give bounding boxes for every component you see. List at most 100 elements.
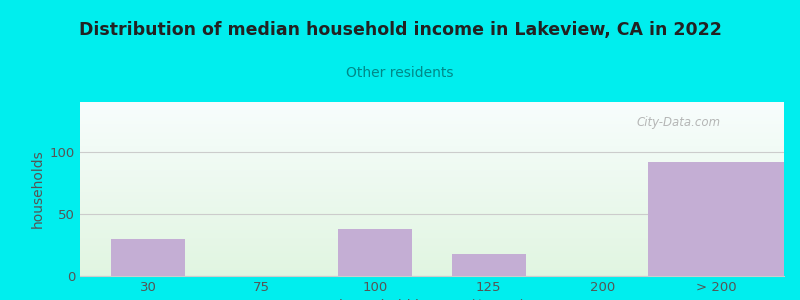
Bar [80,240,784,241]
Bar [80,262,784,263]
Bar [80,107,784,108]
Bar [80,257,784,258]
Bar [80,152,784,153]
Bar [80,154,784,155]
Bar [80,164,784,165]
Bar [80,250,784,251]
Bar [80,202,784,203]
Bar [80,189,784,190]
Bar [80,159,784,160]
Bar [80,128,784,129]
Bar [80,265,784,266]
Bar [80,206,784,207]
X-axis label: household income ($1000): household income ($1000) [339,299,525,300]
Bar [80,114,784,115]
Bar [80,170,784,171]
Bar [80,210,784,211]
Bar [80,106,784,107]
Bar [80,203,784,204]
Bar [80,268,784,269]
Bar [80,241,784,242]
Bar [80,119,784,120]
Bar [648,162,784,276]
Bar [80,204,784,205]
Bar [80,173,784,174]
Bar [80,137,784,138]
Bar [80,259,784,260]
Bar [80,174,784,175]
Bar [80,136,784,137]
Bar [80,126,784,127]
Bar [80,108,784,109]
Bar [80,193,784,194]
Bar [80,253,784,254]
Bar [80,129,784,130]
Bar [80,104,784,105]
Bar [80,223,784,224]
Bar [80,245,784,246]
Bar [80,239,784,240]
Bar [80,230,784,231]
Bar [80,194,784,195]
Bar [80,224,784,225]
Bar [80,270,784,271]
Bar [80,233,784,234]
Bar [80,255,784,256]
Bar [80,142,784,143]
Bar [80,260,784,261]
Bar [80,131,784,132]
Bar [80,269,784,270]
Bar [80,242,784,243]
Bar [80,190,784,191]
Bar [80,244,784,245]
Bar [80,231,784,232]
Bar [80,145,784,146]
Bar [80,169,784,170]
Bar [80,256,784,257]
Bar [80,208,784,209]
Bar [80,275,784,276]
Bar [338,229,412,276]
Bar [80,215,784,216]
Bar [80,181,784,182]
Bar [80,237,784,238]
Bar [80,274,784,275]
Bar [80,229,784,230]
Text: Other residents: Other residents [346,66,454,80]
Bar [80,133,784,134]
Bar [80,122,784,123]
Bar [80,132,784,133]
Bar [80,267,784,268]
Bar [80,228,784,229]
Bar [80,149,784,150]
Bar [80,184,784,185]
Bar [80,177,784,178]
Bar [80,134,784,135]
Bar [80,186,784,187]
Bar [80,271,784,272]
Text: City-Data.com: City-Data.com [636,116,721,129]
Bar [80,235,784,236]
Bar [80,227,784,228]
Bar [80,272,784,273]
Bar [80,161,784,162]
Bar [80,221,784,222]
Bar [80,188,784,189]
Bar [80,102,784,103]
Bar [80,115,784,116]
Bar [80,248,784,249]
Bar [80,113,784,114]
Bar [80,179,784,180]
Bar [80,138,784,139]
Bar [452,254,526,276]
Bar [80,135,784,136]
Bar [80,213,784,214]
Bar [80,148,784,149]
Bar [80,205,784,206]
Bar [80,243,784,244]
Bar [80,211,784,212]
Bar [80,172,784,173]
Bar [80,192,784,193]
Bar [80,209,784,210]
Bar [80,264,784,265]
